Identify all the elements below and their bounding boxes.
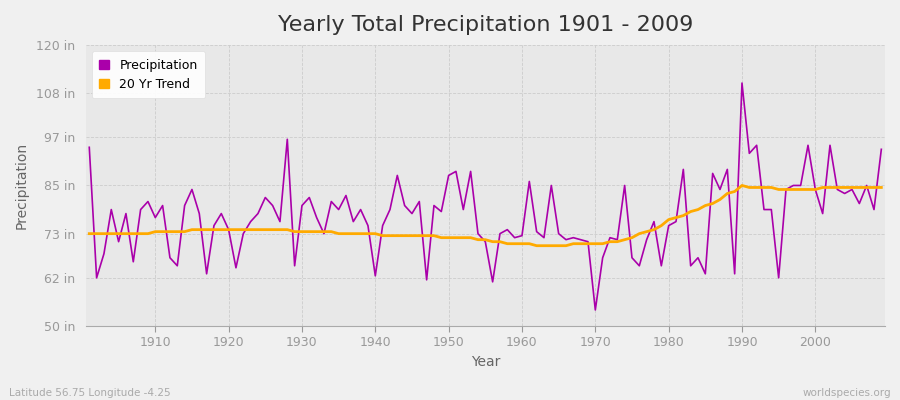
Text: worldspecies.org: worldspecies.org — [803, 388, 891, 398]
Text: Latitude 56.75 Longitude -4.25: Latitude 56.75 Longitude -4.25 — [9, 388, 171, 398]
X-axis label: Year: Year — [471, 355, 500, 369]
Title: Yearly Total Precipitation 1901 - 2009: Yearly Total Precipitation 1901 - 2009 — [277, 15, 693, 35]
Y-axis label: Precipitation: Precipitation — [15, 142, 29, 229]
Legend: Precipitation, 20 Yr Trend: Precipitation, 20 Yr Trend — [92, 51, 205, 98]
